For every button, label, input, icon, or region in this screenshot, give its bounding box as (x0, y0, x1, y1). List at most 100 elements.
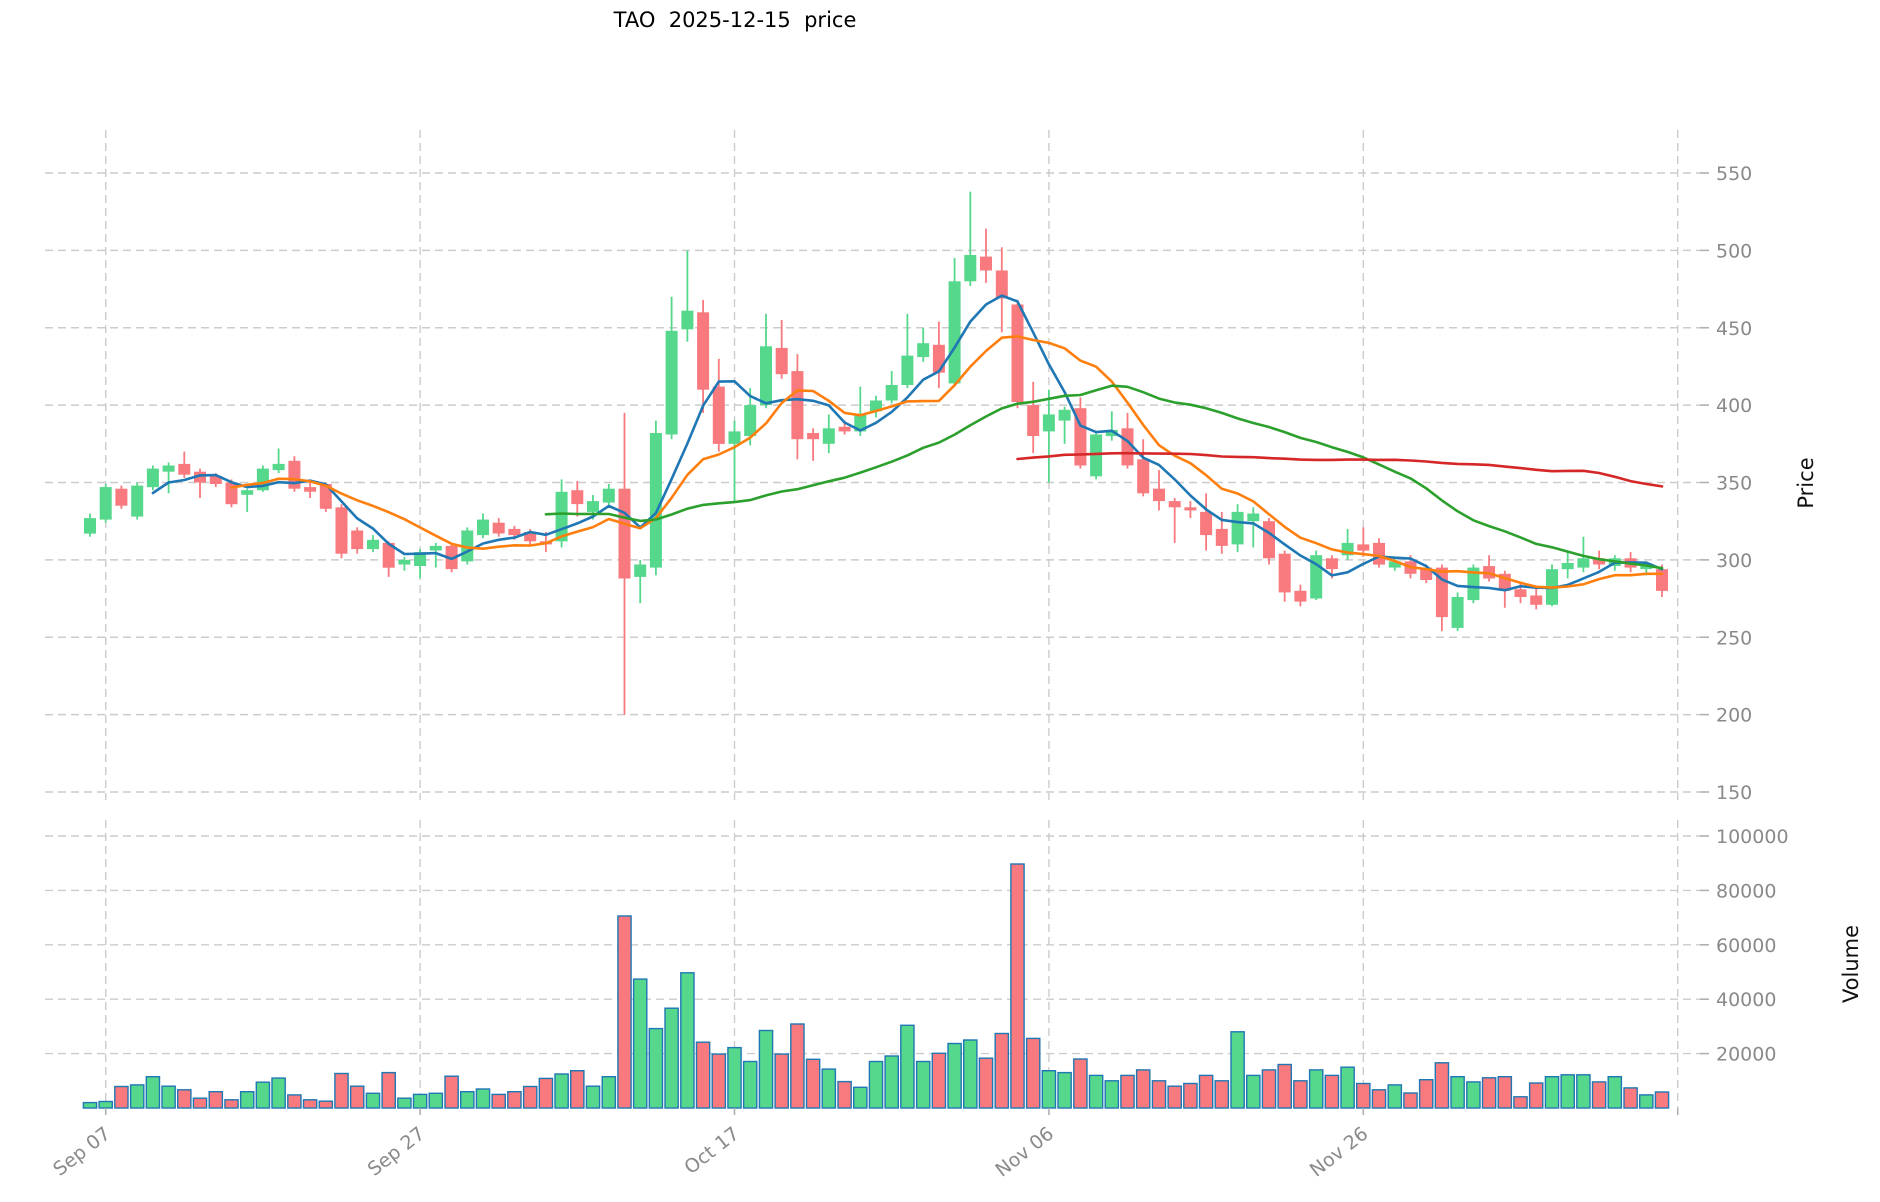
volume-bar (554, 1073, 569, 1109)
volume-bar (585, 1085, 601, 1109)
candle-body (807, 433, 820, 440)
volume-tick-label: 20000 (1716, 1044, 1776, 1066)
volume-bar (915, 1060, 931, 1109)
candle-body (634, 564, 647, 577)
x-tick-label: Nov 26 (1306, 1123, 1373, 1182)
volume-bar (994, 1032, 1010, 1109)
candle-body (854, 414, 867, 432)
candle-body (178, 463, 191, 475)
candle-body (1231, 511, 1244, 545)
volume-bar (664, 1007, 679, 1109)
candle-body (351, 530, 364, 550)
volume-bar (1010, 863, 1025, 1109)
price-tick-label: 250 (1716, 627, 1752, 649)
candle-body (131, 485, 144, 517)
volume-bar (522, 1085, 538, 1109)
candle-body (1451, 597, 1464, 628)
volume-bar (475, 1088, 491, 1109)
volume-bar (570, 1069, 585, 1109)
candle-body (649, 433, 662, 568)
candle-body (508, 528, 521, 536)
volume-bar (334, 1072, 349, 1109)
candle-body (791, 371, 804, 440)
volume-bar (444, 1075, 459, 1109)
volume-bar (1387, 1084, 1403, 1109)
volume-bar (1513, 1096, 1528, 1109)
candle-body (697, 312, 710, 390)
candle-body (822, 428, 835, 444)
candle-body (115, 488, 128, 506)
candle-body (1011, 304, 1024, 402)
candle-body (917, 343, 930, 358)
candle-body (618, 488, 631, 579)
price-tick-label: 350 (1716, 473, 1752, 495)
candle-body (414, 552, 427, 566)
volume-bar (1057, 1071, 1072, 1109)
volume-bar (1340, 1066, 1355, 1109)
volume-bar (727, 1046, 742, 1109)
volume-bar (1371, 1089, 1387, 1109)
candle-body (524, 532, 537, 542)
x-tick-label: Nov 06 (991, 1123, 1058, 1182)
volume-bar (192, 1097, 208, 1109)
volume-bar (742, 1060, 758, 1109)
candle-body (1357, 544, 1370, 551)
candle-body (1247, 513, 1260, 522)
candle-body (932, 344, 945, 373)
volume-bar (1623, 1087, 1638, 1109)
volume-bar (900, 1024, 915, 1109)
candle-body (367, 539, 379, 550)
candle-body (980, 256, 992, 271)
candle-body (1561, 563, 1574, 570)
volume-bar (82, 1101, 98, 1109)
volume-bar (711, 1053, 727, 1109)
candle-body (398, 559, 411, 565)
volume-bar (1135, 1069, 1151, 1109)
price-tick-label: 450 (1716, 318, 1752, 340)
candle-body (162, 465, 175, 472)
volume-bar (239, 1090, 255, 1109)
volume-bar (1088, 1074, 1104, 1109)
volume-bar (224, 1099, 239, 1109)
volume-tick-label: 80000 (1716, 880, 1776, 902)
candle-body (1278, 553, 1291, 593)
candle-body (1325, 558, 1338, 570)
volume-bar (318, 1100, 334, 1109)
volume-bar (617, 915, 632, 1109)
volume-bar (1544, 1075, 1560, 1109)
x-tick-label: Sep 07 (49, 1123, 115, 1181)
volume-bar (1497, 1075, 1513, 1109)
volume-bar (1355, 1082, 1371, 1109)
volume-bar (365, 1092, 381, 1109)
volume-bar (1528, 1082, 1544, 1109)
volume-bar (1654, 1091, 1670, 1109)
volume-bar (208, 1090, 224, 1109)
volume-axis-label: Volume (1839, 924, 1863, 1004)
candle-body (744, 405, 757, 436)
candle-body (728, 431, 741, 444)
ma-line-MA60 (1016, 451, 1664, 488)
candle-body (901, 355, 914, 385)
volume-bar (774, 1053, 789, 1109)
volume-bar (1434, 1062, 1450, 1109)
candle-body (1656, 569, 1668, 591)
candle-body (1042, 414, 1055, 432)
candle-body (1105, 429, 1118, 437)
volume-bar (255, 1081, 271, 1109)
price-tick-label: 300 (1716, 550, 1752, 572)
volume-bar (1450, 1075, 1465, 1109)
volume-bar (1607, 1075, 1623, 1109)
price-tick-label: 500 (1716, 240, 1752, 262)
volume-tick-label: 60000 (1716, 935, 1776, 957)
candle-body (492, 522, 505, 534)
candle-body (775, 347, 788, 375)
candle-body (948, 281, 961, 384)
candle-body (288, 460, 301, 489)
volume-bar (632, 978, 648, 1109)
candle-body (587, 501, 599, 512)
volume-bar (1466, 1081, 1481, 1109)
volume-bar (978, 1057, 994, 1109)
volume-bar (287, 1094, 302, 1109)
candle-body (272, 463, 285, 471)
candle-body (1137, 459, 1150, 494)
